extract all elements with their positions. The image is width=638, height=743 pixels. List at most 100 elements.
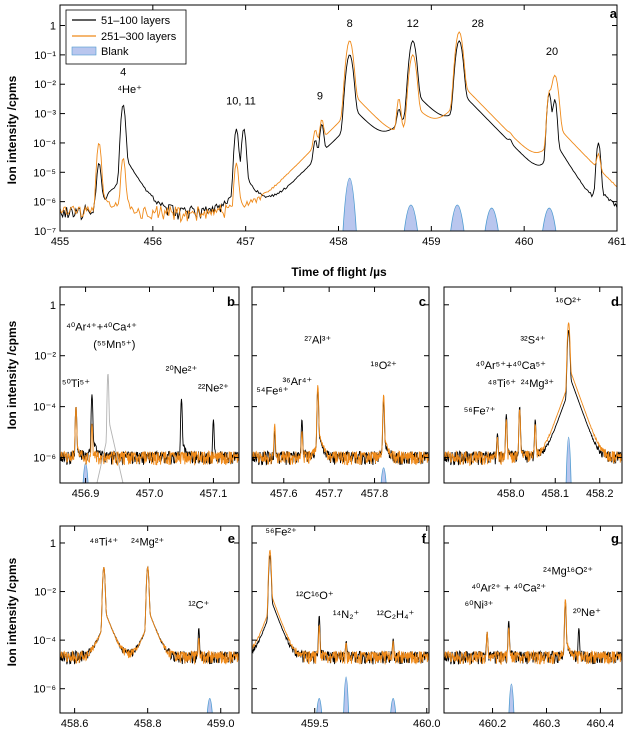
legend-swatch-fill-3 xyxy=(71,46,97,56)
plot-frame-g xyxy=(443,525,623,714)
y-tick-label-a-1: 10⁻⁶ xyxy=(33,197,56,209)
blank-peak-g-0 xyxy=(508,683,515,713)
series-line-d-0 xyxy=(444,330,622,466)
x-tick-label-g-2: 460.4 xyxy=(587,718,615,730)
panel-a: a Ion intensity /cpms Time of flight /µs… xyxy=(5,6,618,279)
annotation-a-5: 12 xyxy=(407,18,419,30)
panel-f: f xyxy=(422,531,427,546)
y-tick-label-e-3: 1 xyxy=(50,538,56,550)
plot-a: 455 456 457 458 459 460 461 10⁻⁷ 10⁻⁶ 10⁻⁵ 10⁻⁴ 10⁻… xyxy=(33,4,626,248)
panel-c: c xyxy=(419,294,426,309)
y-tick-label-a-5: 10⁻² xyxy=(34,79,56,91)
annotation-g-0: ²⁴Mg¹⁶O²⁺ xyxy=(543,566,593,578)
panel-g: g xyxy=(611,531,619,546)
panel-label-c: c xyxy=(419,294,426,309)
annotation-d-1: ³²S⁴⁺ xyxy=(520,335,545,347)
y-tick-label-b-0: 10⁻⁶ xyxy=(33,453,56,465)
y-tick-label-e-0: 10⁻⁶ xyxy=(33,684,56,696)
series-line-d-1 xyxy=(444,322,622,467)
blank-peak-a-2 xyxy=(450,204,465,231)
x-tick-label-a-3: 458 xyxy=(329,236,347,248)
annotation-f-1: ¹²C¹⁶O⁺ xyxy=(296,590,334,602)
legend-label-2: 251–300 layers xyxy=(101,31,177,43)
x-tick-label-a-0: 455 xyxy=(51,236,69,248)
plot-b: 456.9 457.0 457.1 10⁻⁶ 10⁻⁴ 10⁻² 1 ⁵⁰Ti⁵⁺ ⁴⁰Ar⁴⁺… xyxy=(33,286,240,500)
series-line-c-1 xyxy=(252,385,429,466)
plot-f: 459.5 460.0 ⁵⁶Fe²⁺ ¹²C¹⁶O⁺ ¹⁴N₂⁺ ¹²C₂H₄⁺ xyxy=(251,525,441,730)
x-tick-label-d-0: 458.0 xyxy=(497,488,525,500)
series-line-c-0 xyxy=(252,388,429,466)
y-axis-label-a: Ion intensity /cpms xyxy=(5,75,19,184)
plot-frame-e xyxy=(59,525,240,714)
x-tick-label-a-4: 459 xyxy=(422,236,440,248)
x-tick-label-g-0: 460.2 xyxy=(479,718,507,730)
blank-peak-f-1 xyxy=(343,676,350,713)
blank-peak-e-0 xyxy=(206,698,213,713)
annotation-f-2: ¹⁴N₂⁺ xyxy=(333,609,360,621)
annotation-e-1: ²⁴Mg²⁺ xyxy=(131,536,164,548)
y-tick-label-e-2: 10⁻² xyxy=(34,587,56,599)
panel-label-g: g xyxy=(611,531,619,546)
annotation-a-1: ⁴He⁺ xyxy=(117,84,142,96)
panel-label-e: e xyxy=(228,531,235,546)
annotation-a-2: 10, 11 xyxy=(226,96,256,108)
y-tick-label-b-3: 1 xyxy=(50,300,56,312)
y-axis-label-e: Ion intensity /cpms xyxy=(5,557,19,666)
blank-peak-d-0 xyxy=(565,436,572,483)
x-tick-label-f-0: 459.5 xyxy=(301,718,329,730)
x-tick-label-a-1: 456 xyxy=(144,236,162,248)
series-line-a-1 xyxy=(60,31,617,224)
annotation-d-3: ⁴⁸Ti⁶⁺ xyxy=(488,378,517,390)
plot-d: 458.0 458.1 458.2 ¹⁶O²⁺ ³²S⁴⁺ ⁴⁰Ar⁵⁺+⁴⁰Ca⁵⁺ ⁴⁸… xyxy=(443,286,623,500)
annotation-f-3: ¹²C₂H₄⁺ xyxy=(377,609,415,621)
plot-frame-c xyxy=(251,286,430,484)
series-line-b-0 xyxy=(60,394,239,466)
x-tick-label-a-6: 461 xyxy=(608,236,626,248)
annotation-e-0: ⁴⁸Ti⁴⁺ xyxy=(90,536,119,548)
x-tick-label-g-1: 460.3 xyxy=(533,718,561,730)
annotation-g-2: ⁶⁰Ni³⁺ xyxy=(465,600,494,612)
blank-peak-a-0 xyxy=(342,178,357,231)
annotation-b-3: ²⁰Ne²⁺ xyxy=(166,365,198,377)
annotation-a-3: 9 xyxy=(317,91,323,103)
y-tick-label-a-4: 10⁻³ xyxy=(34,109,56,121)
plot-e: 458.6 458.8 459.0 10⁻⁶ 10⁻⁴ 10⁻² 1 ⁴⁸Ti⁴⁺ ²⁴Mg²⁺… xyxy=(33,525,240,730)
annotation-b-2: (⁵⁵Mn⁵⁺) xyxy=(93,339,135,351)
y-tick-label-a-3: 10⁻⁴ xyxy=(33,138,56,150)
annotation-g-3: ²⁰Ne⁺ xyxy=(573,607,601,619)
x-tick-label-a-2: 457 xyxy=(236,236,254,248)
y-tick-label-b-2: 10⁻² xyxy=(34,351,56,363)
x-tick-label-b-0: 456.9 xyxy=(72,488,100,500)
annotation-c-2: ²⁷Al³⁺ xyxy=(304,335,331,347)
annotation-b-4: ²²Ne²⁺ xyxy=(198,382,229,394)
x-tick-label-c-1: 457.7 xyxy=(315,488,343,500)
x-tick-label-d-1: 458.1 xyxy=(541,488,569,500)
annotation-a-4: 8 xyxy=(347,18,353,30)
annotation-a-0: 4 xyxy=(120,66,126,78)
y-tick-label-e-1: 10⁻⁴ xyxy=(33,635,56,647)
panel-b: b Ion intensity /cpms xyxy=(5,294,235,429)
x-tick-label-e-2: 459.0 xyxy=(207,718,235,730)
x-axis-label-a: Time of flight /µs xyxy=(291,265,387,279)
y-tick-label-a-0: 10⁻⁷ xyxy=(34,226,56,238)
y-tick-label-a-6: 10⁻¹ xyxy=(34,50,56,62)
series-line-e-1 xyxy=(60,565,239,665)
y-tick-label-a-7: 1 xyxy=(50,21,56,33)
annotation-b-1: ⁴⁰Ar⁴⁺+⁴⁰Ca⁴⁺ xyxy=(66,321,137,333)
plot-frame-f xyxy=(251,525,430,714)
annotation-e-2: ¹²C⁺ xyxy=(188,600,209,612)
x-tick-label-b-2: 457.1 xyxy=(200,488,228,500)
y-axis-label-b: Ion intensity /cpms xyxy=(5,320,19,429)
series-line-f-0 xyxy=(252,555,429,665)
blank-peak-f-2 xyxy=(390,698,397,713)
panel-d: d xyxy=(611,294,619,309)
series-line-e-0 xyxy=(60,565,239,665)
annotation-d-4: ²⁴Mg³⁺ xyxy=(521,378,554,390)
annotation-c-3: ¹⁸O²⁺ xyxy=(370,360,397,372)
series-line-g-0 xyxy=(444,601,622,665)
annotation-g-1: ⁴⁰Ar²⁺ + ⁴⁰Ca²⁺ xyxy=(471,583,546,595)
series-line-a-0 xyxy=(60,39,617,221)
x-tick-label-e-1: 458.8 xyxy=(134,718,162,730)
series-line-g-1 xyxy=(444,599,622,666)
